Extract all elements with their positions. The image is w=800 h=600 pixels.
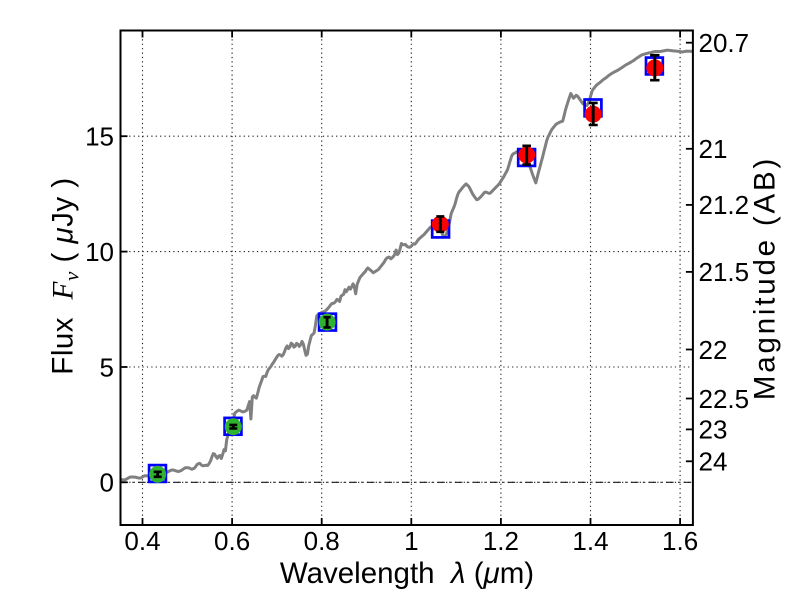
svg-text:15: 15 (85, 122, 114, 152)
svg-text:0: 0 (100, 468, 114, 498)
svg-text:23: 23 (699, 415, 728, 445)
svg-text:0.8: 0.8 (304, 526, 340, 556)
svg-text:21.5: 21.5 (699, 257, 750, 287)
svg-text:5: 5 (100, 352, 114, 382)
svg-text:1.6: 1.6 (662, 526, 698, 556)
svg-text:1: 1 (404, 526, 418, 556)
svg-text:24: 24 (699, 447, 728, 477)
svg-text:21: 21 (699, 134, 728, 164)
svg-text:22: 22 (699, 335, 728, 365)
svg-text:20.7: 20.7 (699, 28, 750, 58)
svg-text:10: 10 (85, 237, 114, 267)
svg-text:1.4: 1.4 (572, 526, 608, 556)
svg-text:0.4: 0.4 (124, 526, 160, 556)
svg-text:22.5: 22.5 (699, 384, 750, 414)
svg-text:0.6: 0.6 (214, 526, 250, 556)
svg-text:Magnitude (AB): Magnitude (AB) (749, 156, 782, 400)
svg-text:Wavelength λ (μm): Wavelength λ (μm) (280, 557, 534, 590)
svg-text:1.2: 1.2 (483, 526, 519, 556)
svg-text:21.2: 21.2 (699, 190, 750, 220)
